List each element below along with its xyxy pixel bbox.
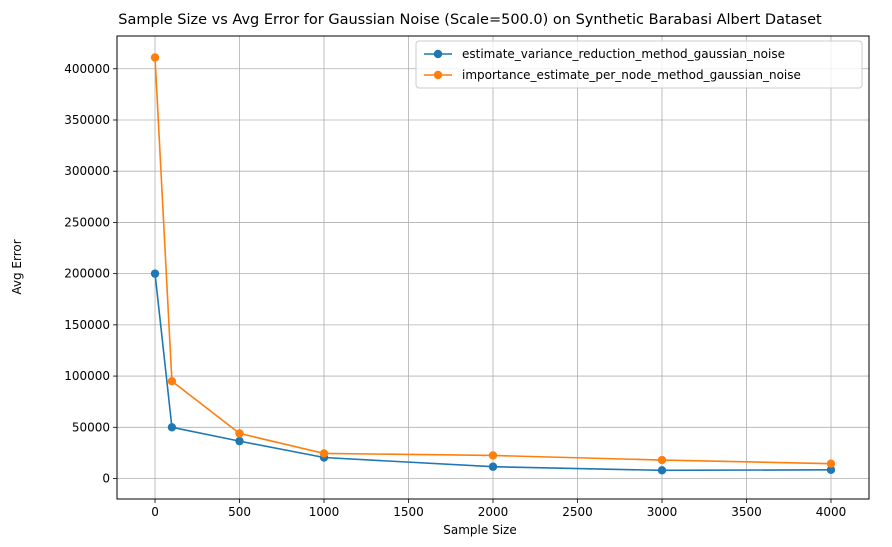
y-tick-label: 200000 [64, 267, 110, 281]
chart-title: Sample Size vs Avg Error for Gaussian No… [118, 12, 822, 28]
y-tick-label: 100000 [64, 369, 110, 383]
legend: estimate_variance_reduction_method_gauss… [415, 40, 863, 89]
x-tick-label: 0 [151, 505, 159, 519]
grid [117, 36, 869, 499]
series-2 [150, 53, 836, 468]
x-tick-label: 3000 [647, 505, 678, 519]
data-point [150, 269, 160, 278]
x-axis-ticks: 0 500 1000 1500 2000 2500 3000 3500 4000 [151, 499, 846, 519]
x-tick-label: 3500 [731, 505, 762, 519]
data-point [235, 429, 244, 438]
data-point [657, 466, 667, 475]
data-point [826, 465, 836, 475]
legend-marker [433, 49, 443, 59]
x-tick-label: 2500 [562, 505, 593, 519]
data-point [657, 455, 667, 465]
legend-item-2: importance_estimate_per_node_method_gaus… [424, 68, 801, 82]
legend-label: importance_estimate_per_node_method_gaus… [462, 68, 801, 82]
x-tick-label: 500 [228, 505, 251, 519]
y-axis-ticks: 0 50000 100000 150000 200000 250000 300000 3500… [64, 62, 117, 486]
x-axis-label: Sample Size [443, 523, 516, 537]
x-tick-label: 2000 [478, 505, 509, 519]
y-tick-label: 250000 [64, 215, 110, 229]
legend-label: estimate_variance_reduction_method_gauss… [462, 47, 785, 61]
y-tick-label: 300000 [64, 164, 110, 178]
data-point [826, 459, 836, 468]
data-point [488, 451, 498, 460]
data-point [150, 53, 160, 62]
y-tick-label: 400000 [64, 62, 110, 76]
legend-box [415, 40, 863, 89]
series-layer [150, 53, 836, 475]
legend-marker [433, 70, 443, 80]
legend-item-1: estimate_variance_reduction_method_gauss… [424, 47, 785, 61]
y-tick-label: 150000 [64, 318, 110, 332]
y-tick-label: 350000 [64, 113, 110, 127]
data-point [488, 462, 498, 471]
y-tick-label: 50000 [72, 420, 110, 434]
y-tick-label: 0 [102, 472, 110, 486]
x-tick-label: 1000 [309, 505, 340, 519]
data-point [167, 377, 177, 386]
data-point [235, 436, 244, 446]
y-axis-label: Avg Error [10, 239, 24, 294]
x-tick-label: 1500 [393, 505, 424, 519]
data-point [319, 449, 329, 458]
data-point [167, 423, 177, 432]
x-tick-label: 4000 [816, 505, 847, 519]
